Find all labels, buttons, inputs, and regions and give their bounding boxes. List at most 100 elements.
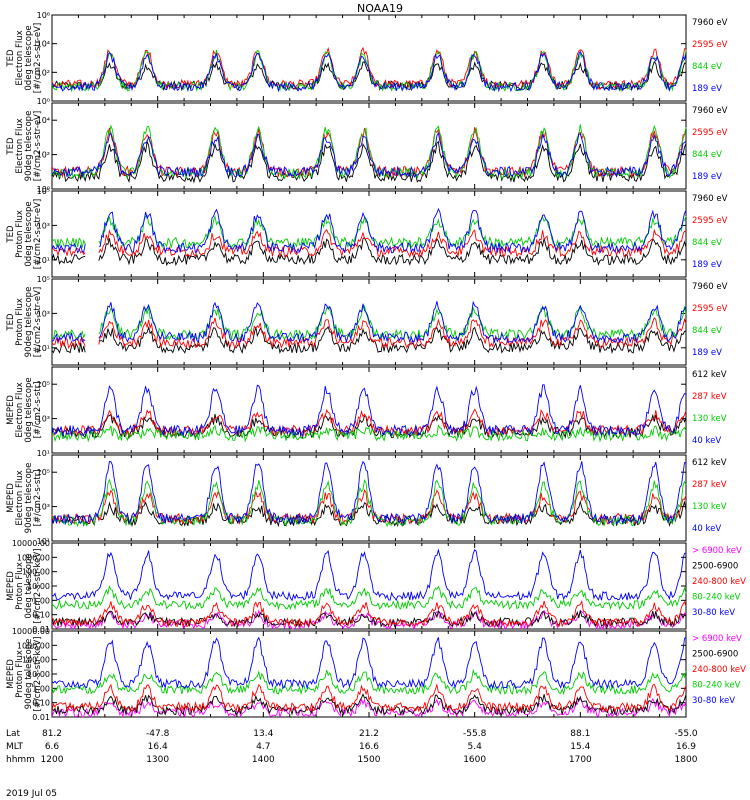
panel-ylabel: 0deg telescope — [24, 25, 34, 90]
panel-ylabel: Electron Flux — [15, 382, 25, 437]
panel-ylabel: 90deg telescope — [24, 111, 34, 182]
legend-entry: 7960 eV — [692, 18, 728, 28]
series-line — [51, 413, 687, 440]
legend-entry: 612 keV — [692, 458, 727, 468]
legend-entry: 80-240 keV — [692, 681, 741, 691]
legend-entry: 2500-6900 — [692, 562, 738, 572]
series-line — [51, 683, 687, 713]
panel-ylabel: MEPED — [6, 395, 16, 425]
series-line — [51, 424, 687, 443]
panel-4: 10¹ 10³ 10⁵ TED Proton Flux 90deg telescope [#… — [6, 275, 728, 366]
axis-row-value: -47.8 — [146, 729, 170, 739]
panel-ylabel: [#/cm2-s-str] — [33, 470, 43, 527]
legend-entry: 287 keV — [692, 392, 727, 402]
panel-ylabel: 0deg telescope — [24, 553, 34, 618]
legend-entry: 844 eV — [692, 326, 722, 336]
series-line — [51, 697, 687, 719]
legend-entry: 7960 eV — [692, 106, 728, 116]
panel-ylabel: [#/cm2-s-str-keV] — [33, 637, 43, 712]
legend-entry: 287 keV — [692, 480, 727, 490]
y-tick-label: 10⁵ — [37, 468, 50, 477]
panel-ylabel: TED — [6, 225, 16, 244]
series-line — [51, 488, 687, 525]
series-line — [51, 408, 687, 438]
y-tick-label: 10² — [37, 68, 50, 77]
series-line — [51, 460, 687, 526]
legend-entry: 189 eV — [692, 84, 722, 94]
axis-row-value: 5.4 — [468, 742, 483, 752]
panel-ylabel: 90deg telescope — [24, 287, 34, 358]
legend-entry: 240-800 keV — [692, 665, 746, 675]
legend-entry: 2595 eV — [692, 216, 728, 226]
chart-title: NOAA19 — [357, 2, 403, 15]
legend-entry: 30-80 keV — [692, 696, 735, 706]
panel-frame — [51, 190, 687, 278]
axis-row-value: 1700 — [569, 755, 592, 765]
axis-row-value: 21.2 — [359, 729, 379, 739]
legend-entry: 2595 eV — [692, 304, 728, 314]
time-axis-footer: 2019 Jul 05 Lat 81.2 -47.8 13.4 21.2 -55.8 88.… — [6, 729, 698, 799]
panel-ylabel: TED — [6, 313, 16, 332]
legend-entry: 612 keV — [692, 370, 727, 380]
y-tick-label: 10⁰ — [37, 185, 50, 194]
panel-ylabel: [#/cm2-s-str-eV] — [33, 23, 43, 93]
panel-ylabel: Proton Flux — [15, 562, 25, 610]
series-line — [51, 636, 687, 690]
legend-entry: 844 eV — [692, 238, 722, 248]
axis-row-value: 1400 — [252, 755, 275, 765]
y-tick-label: 10⁶ — [37, 11, 50, 20]
y-tick-label: 0.10 — [32, 611, 50, 620]
panel-1: 10⁰ 10² 10⁴ 10⁶ TED Electron Flux 0deg telesco… — [6, 11, 728, 106]
series-line — [51, 599, 687, 628]
legend-entry: 80-240 keV — [692, 593, 741, 603]
axis-row-value: 1600 — [463, 755, 486, 765]
axis-row-value: 16.6 — [359, 742, 379, 752]
y-tick-label: 0.10 — [32, 699, 50, 708]
axis-row-value: 88.1 — [570, 729, 590, 739]
legend-entry: > 6900 keV — [692, 546, 742, 556]
panel-ylabel: Electron Flux — [15, 118, 25, 173]
panel-5: 10¹ 10³ 10⁵ MEPED Electron Flux 0deg telescop… — [6, 366, 727, 458]
axis-row-value: 1500 — [358, 755, 381, 765]
legend-entry: 30-80 keV — [692, 608, 735, 618]
y-tick-label: 10.00 — [27, 582, 50, 591]
axis-row-value: 81.2 — [42, 729, 62, 739]
legend-entry: 2500-6900 — [692, 650, 738, 660]
legend-entry: 40 keV — [692, 524, 721, 534]
y-tick-label: 10.00 — [27, 670, 50, 679]
panel-frame — [51, 454, 687, 542]
date-label: 2019 Jul 05 — [6, 789, 57, 799]
legend-entry: 2595 eV — [692, 128, 728, 138]
axis-row-value: -55.8 — [463, 729, 487, 739]
y-tick-label: 10¹ — [37, 344, 50, 353]
series-line — [51, 500, 687, 528]
panel-ylabel: [#/cm2-s-str-eV] — [33, 199, 43, 269]
legend-entry: 130 keV — [692, 414, 727, 424]
legend-entry: 844 eV — [692, 150, 722, 160]
series-line — [51, 50, 687, 93]
y-tick-label: 10000.00 — [12, 539, 50, 548]
y-tick-label: 10³ — [37, 221, 50, 230]
panel-6: 10¹ 10³ 10⁵ MEPED Electron Flux 90deg telesco… — [6, 454, 727, 546]
y-tick-label: 1.00 — [32, 684, 50, 693]
y-tick-label: 10¹ — [37, 256, 50, 265]
series-line — [51, 384, 687, 437]
axis-row-value: 13.4 — [253, 729, 273, 739]
y-tick-label: 10000.00 — [12, 627, 50, 636]
axis-row-label: hhmm — [6, 755, 35, 765]
axis-row-value: 16.4 — [148, 742, 168, 752]
axis-row-value: 15.4 — [570, 742, 590, 752]
y-tick-label: 10³ — [37, 309, 50, 318]
panel-ylabel: [#/cm2-s-str] — [33, 382, 43, 439]
panel-ylabel: [#/cm2-s-str-eV] — [33, 111, 43, 181]
panel-ylabel: [#/cm2-s-str-eV] — [33, 287, 43, 357]
legend-entry: 189 eV — [692, 260, 722, 270]
panel-ylabel: Electron Flux — [15, 470, 25, 525]
axis-row-value: 1200 — [41, 755, 64, 765]
y-tick-label: 0.01 — [32, 625, 50, 634]
y-tick-label: 1.00 — [32, 596, 50, 605]
legend-entry: 189 eV — [692, 348, 722, 358]
legend-entry: 40 keV — [692, 436, 721, 446]
